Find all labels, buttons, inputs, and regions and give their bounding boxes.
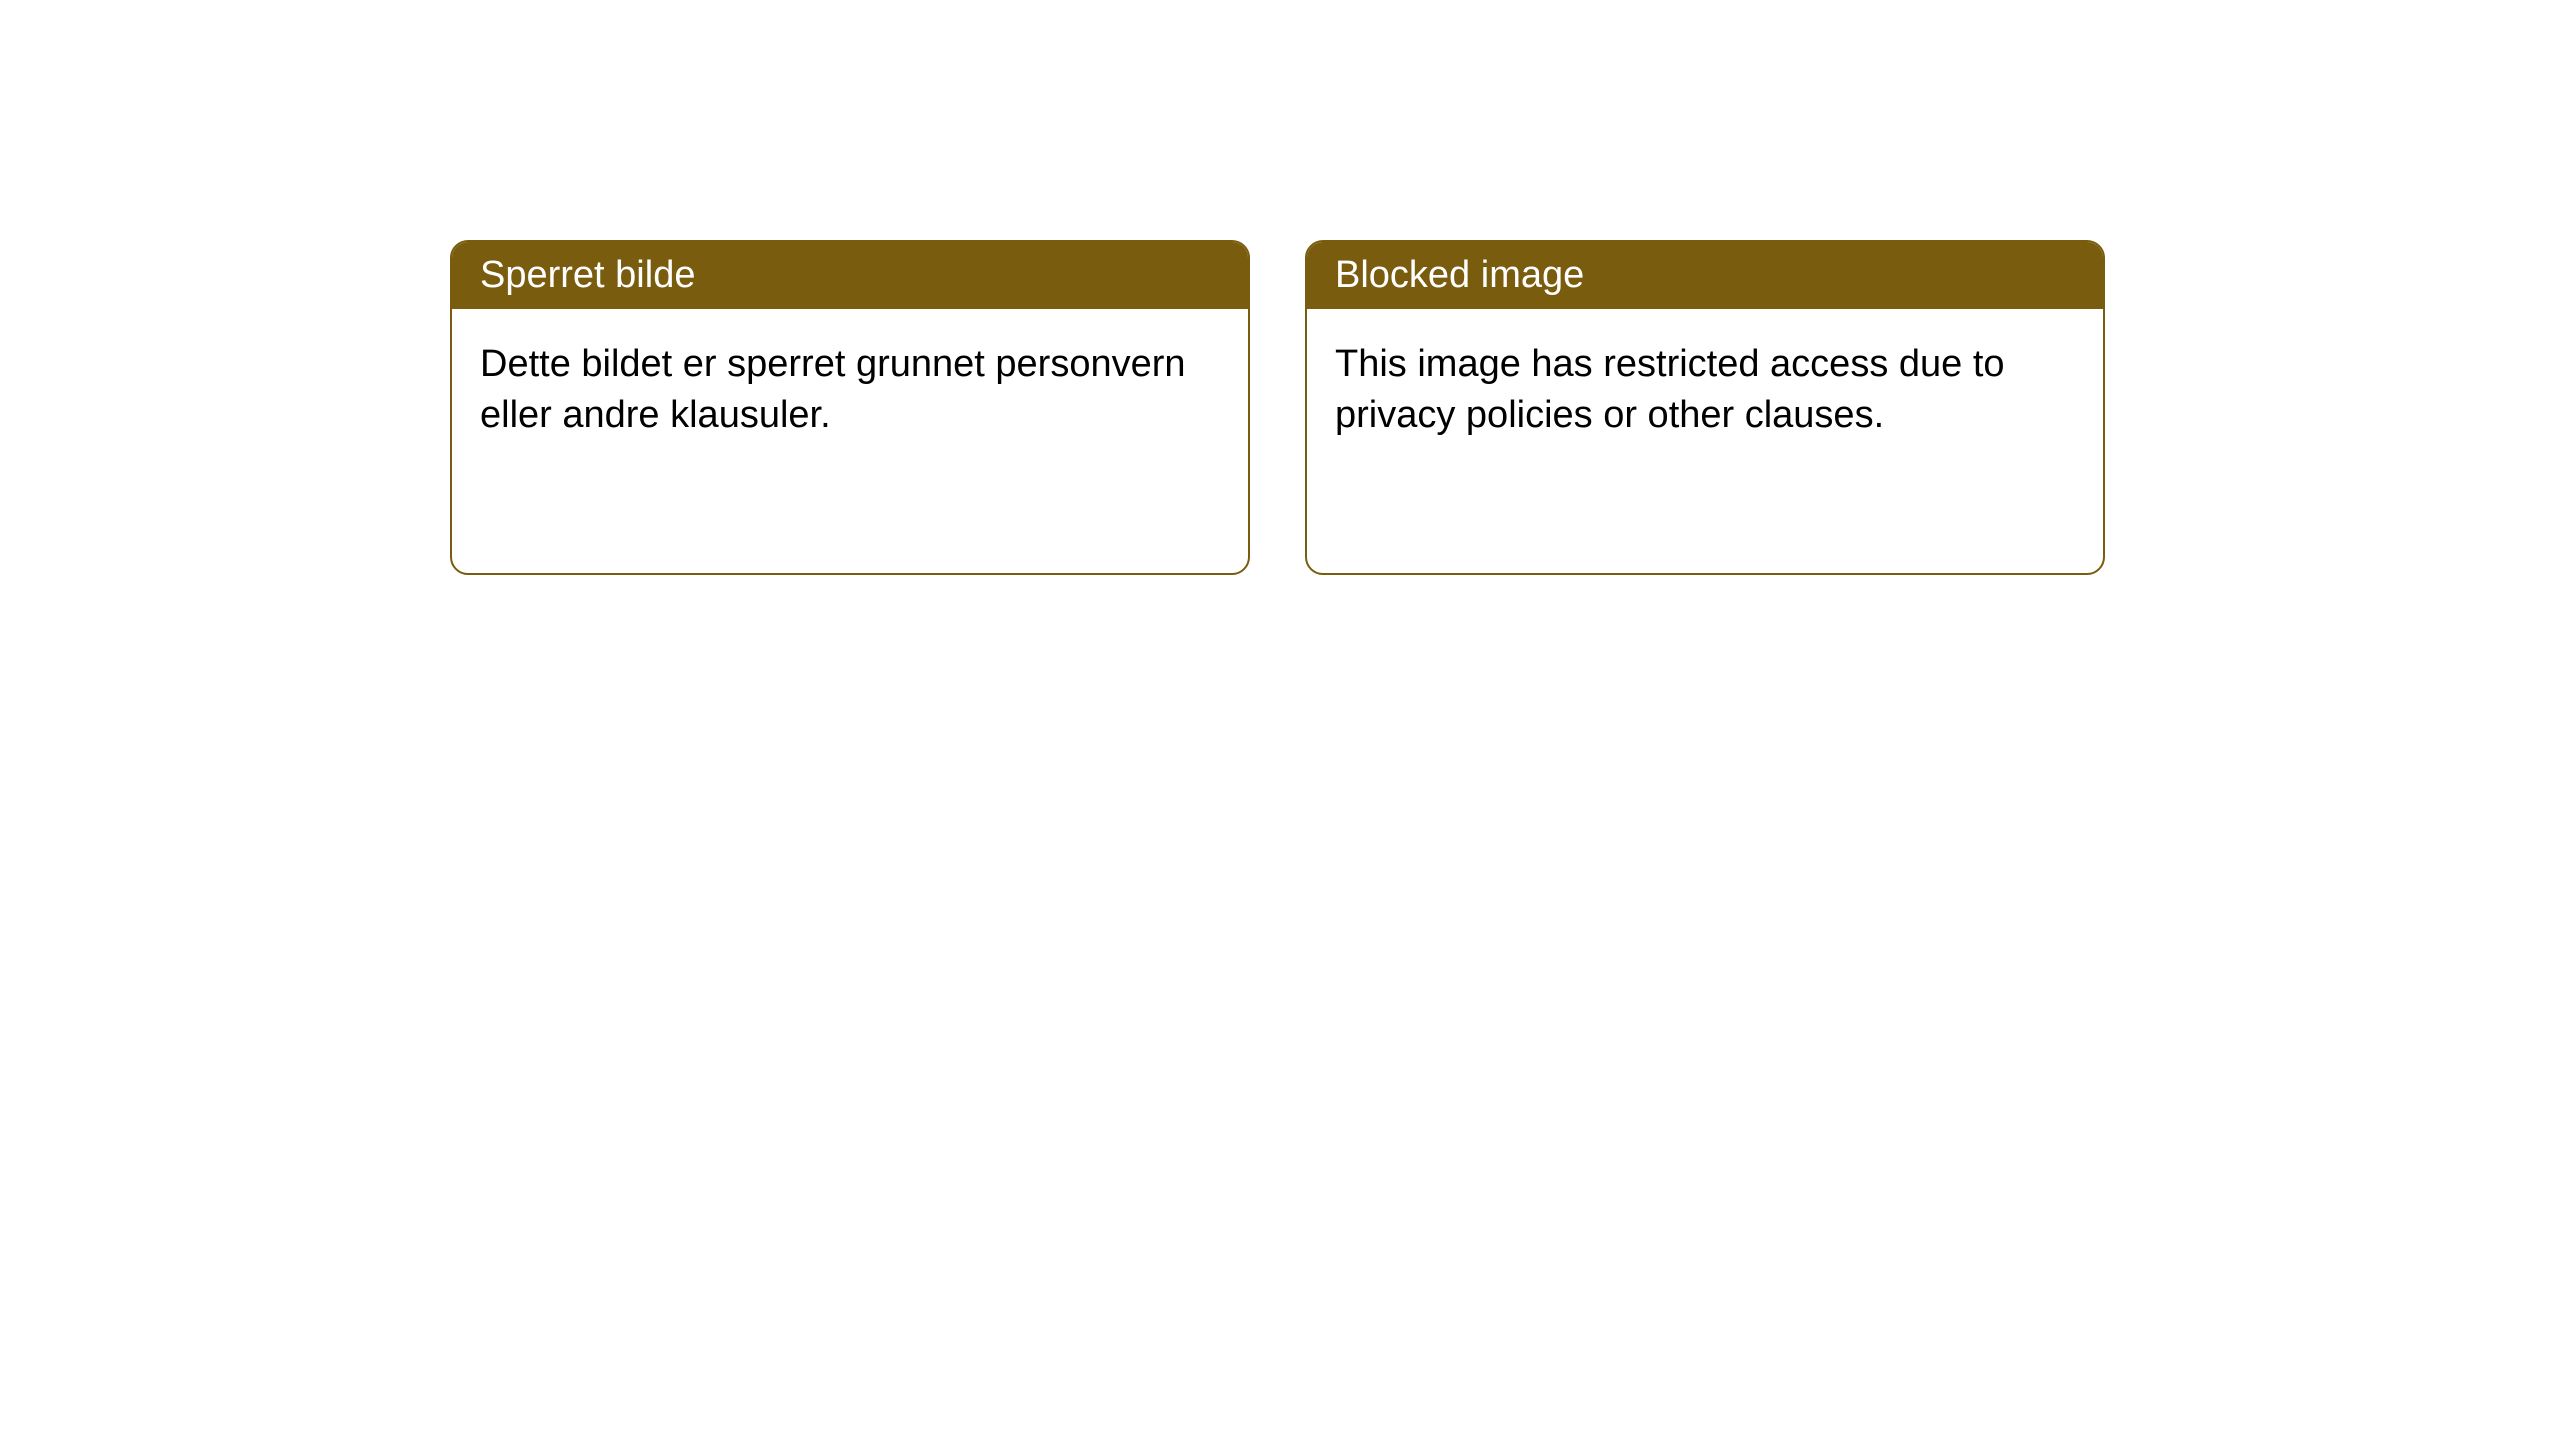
notice-header: Blocked image xyxy=(1307,242,2103,309)
notice-body-text: Dette bildet er sperret grunnet personve… xyxy=(480,343,1186,436)
notice-header: Sperret bilde xyxy=(452,242,1248,309)
notice-title: Blocked image xyxy=(1335,254,1584,296)
notice-body: This image has restricted access due to … xyxy=(1307,309,2103,472)
notice-title: Sperret bilde xyxy=(480,254,695,296)
notice-container: Sperret bilde Dette bildet er sperret gr… xyxy=(0,0,2560,575)
notice-box-english: Blocked image This image has restricted … xyxy=(1305,240,2105,575)
notice-body-text: This image has restricted access due to … xyxy=(1335,343,2005,436)
notice-box-norwegian: Sperret bilde Dette bildet er sperret gr… xyxy=(450,240,1250,575)
notice-body: Dette bildet er sperret grunnet personve… xyxy=(452,309,1248,472)
